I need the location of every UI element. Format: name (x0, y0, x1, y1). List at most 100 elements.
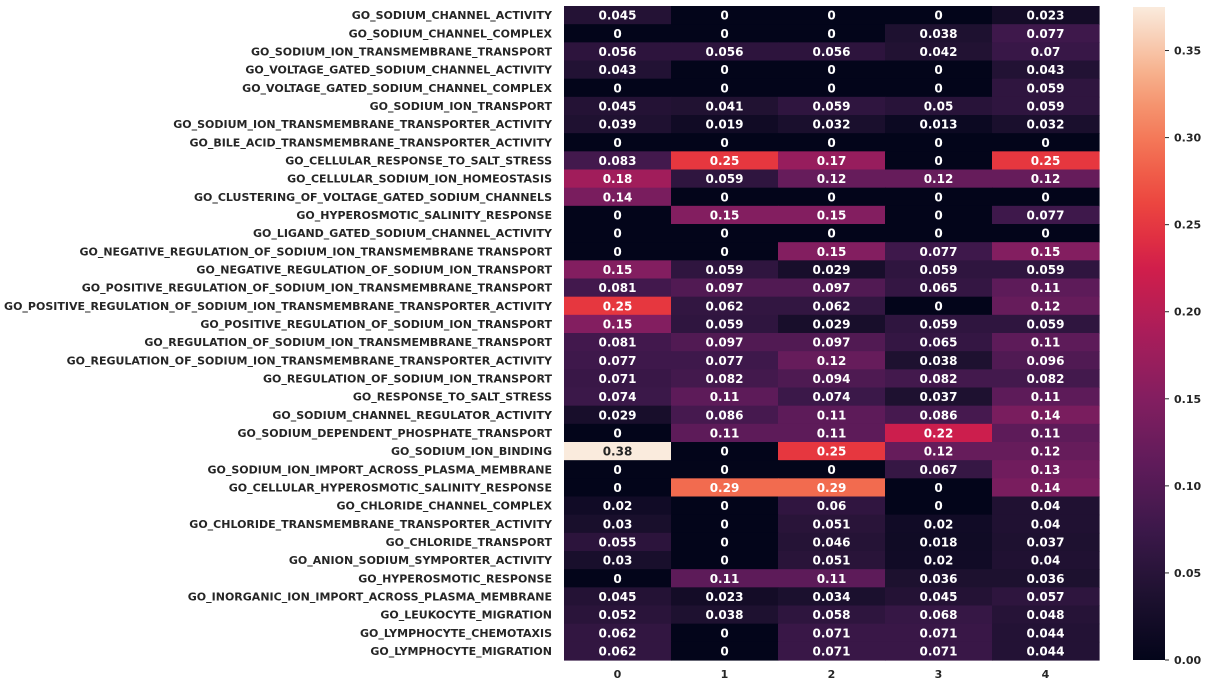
cell-value-label: 0.07 (1031, 45, 1061, 59)
cell-value-label: 0.097 (706, 336, 744, 350)
heatmap-cell (778, 641, 886, 661)
row-label: GO_SODIUM_ION_TRANSPORT (370, 100, 553, 113)
cell-value-label: 0.11 (1031, 390, 1061, 404)
cell-value-label: 0.11 (817, 426, 847, 440)
heatmap-cell (564, 260, 672, 280)
heatmap-cell (885, 42, 993, 62)
heatmap-cell (671, 496, 779, 516)
cell-value-label: 0.38 (603, 445, 633, 459)
cell-value-label: 0.077 (920, 245, 958, 259)
heatmap-cell (778, 96, 886, 116)
heatmap-cell (778, 551, 886, 570)
heatmap-cell (564, 532, 672, 552)
cell-value-label: 0 (1041, 136, 1049, 150)
heatmap-cell (885, 187, 993, 207)
cell-value-label: 0.032 (813, 118, 851, 132)
heatmap-cell (778, 532, 886, 552)
heatmap-cell (564, 496, 672, 516)
heatmap-cell (564, 587, 672, 607)
colorbar-tick-label: 0.20 (1174, 306, 1201, 319)
heatmap-cell (564, 42, 672, 62)
cell-value-label: 0.013 (920, 118, 958, 132)
heatmap-cell (778, 151, 886, 171)
heatmap-cell (992, 242, 1100, 261)
cell-value-label: 0 (720, 554, 728, 568)
heatmap-cell (778, 205, 886, 225)
heatmap-cell (778, 405, 886, 425)
heatmap-cell (564, 333, 672, 352)
heatmap-cell (564, 24, 672, 43)
heatmap-cell (992, 532, 1100, 552)
row-label: GO_LYMPHOCYTE_MIGRATION (370, 645, 552, 658)
heatmap-cell (885, 205, 993, 225)
cell-value-label: 0.11 (817, 408, 847, 422)
heatmap-cell (671, 242, 779, 261)
cell-value-label: 0.071 (813, 644, 851, 658)
heatmap-cell (778, 24, 886, 43)
heatmap-cell (671, 296, 779, 316)
heatmap-cell (778, 60, 886, 80)
heatmap-cell (992, 278, 1100, 298)
heatmap-cell (992, 569, 1100, 588)
cell-value-label: 0.051 (813, 554, 851, 568)
cell-value-label: 0 (827, 27, 835, 41)
heatmap-cell (885, 587, 993, 607)
cell-value-label: 0.094 (813, 372, 851, 386)
column-label: 3 (935, 668, 943, 681)
heatmap-cell (778, 278, 886, 298)
cell-value-label: 0.12 (1031, 299, 1061, 313)
cell-value-label: 0 (827, 463, 835, 477)
cell-value-label: 0.14 (1031, 408, 1061, 422)
row-label: GO_SODIUM_ION_TRANSMEMBRANE_TRANSPORTER_… (173, 118, 553, 131)
heatmap-cell (778, 296, 886, 316)
colorbar-tick-label: 0.30 (1174, 132, 1201, 145)
heatmap-cell (992, 587, 1100, 607)
heatmap-cell (671, 387, 779, 407)
row-label: GO_LEUKOCYTE_MIGRATION (380, 609, 552, 622)
cell-value-label: 0 (827, 81, 835, 95)
heatmap-cell (564, 115, 672, 134)
heatmap-cell (778, 133, 886, 152)
cell-value-label: 0 (827, 136, 835, 150)
cell-value-label: 0.074 (599, 390, 637, 404)
cell-value-label: 0.039 (599, 118, 637, 132)
heatmap-cell (992, 60, 1100, 80)
cell-value-label: 0.15 (817, 245, 847, 259)
heatmap-cell (885, 133, 993, 152)
heatmap-cell (564, 78, 672, 98)
heatmap-cell (564, 278, 672, 298)
heatmap-cell (564, 205, 672, 225)
heatmap-cell (992, 351, 1100, 370)
heatmap-cell (885, 296, 993, 316)
heatmap-cell (778, 478, 886, 498)
heatmap-cell (671, 224, 779, 243)
cell-value-label: 0.062 (599, 644, 637, 658)
heatmap-cell (992, 169, 1100, 189)
heatmap-cell (885, 314, 993, 334)
row-label: GO_POSITIVE_REGULATION_OF_SODIUM_ION_TRA… (4, 300, 553, 313)
cell-value-label: 0 (720, 9, 728, 23)
cell-value-label: 0.25 (817, 445, 847, 459)
cell-value-label: 0 (934, 499, 942, 513)
heatmap-cell (671, 6, 779, 25)
heatmap-cell (564, 551, 672, 570)
heatmap-cell (778, 423, 886, 443)
cell-value-label: 0.04 (1031, 554, 1061, 568)
row-label: GO_ANION_SODIUM_SYMPORTER_ACTIVITY (289, 554, 553, 567)
cell-value-label: 0.068 (920, 608, 958, 622)
row-label: GO_POSITIVE_REGULATION_OF_SODIUM_ION_TRA… (82, 282, 553, 295)
cell-value-label: 0 (613, 426, 621, 440)
heatmap-cell (564, 296, 672, 316)
row-label: GO_SODIUM_CHANNEL_REGULATOR_ACTIVITY (272, 409, 553, 422)
heatmap-cell (992, 296, 1100, 316)
cell-value-label: 0.18 (603, 172, 633, 186)
heatmap-cell (778, 242, 886, 261)
heatmap-cell (992, 115, 1100, 134)
heatmap-cell (671, 442, 779, 461)
cell-value-label: 0.11 (1031, 281, 1061, 295)
cell-value-label: 0 (827, 63, 835, 77)
heatmap-cell (778, 442, 886, 461)
heatmap-cell (885, 78, 993, 98)
cell-value-label: 0.045 (599, 590, 637, 604)
